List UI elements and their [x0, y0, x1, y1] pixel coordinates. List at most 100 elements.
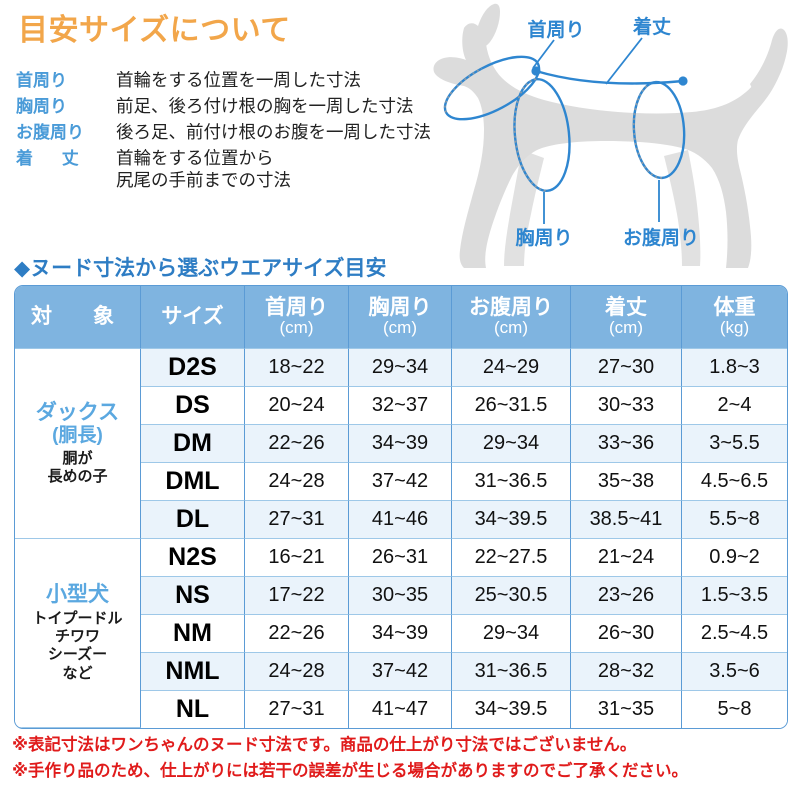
dog-illustration: 首周り 着丈 胸周り お腹周り: [433, 3, 788, 268]
cell-belly: 25~30.5: [452, 577, 571, 615]
legend-desc-belly: 後ろ足、前付け根のお腹を一周した寸法: [116, 121, 431, 142]
table-row: NS 17~22 30~35 25~30.5 23~26 1.5~3.5: [15, 577, 787, 615]
cell-neck: 17~22: [245, 577, 349, 615]
cell-weight: 1.5~3.5: [682, 577, 787, 615]
cell-weight: 3.5~6: [682, 653, 787, 691]
legend-desc-neck: 首輪をする位置を一周した寸法: [116, 70, 361, 90]
table-row: DML 24~28 37~42 31~36.5 35~38 4.5~6.5: [15, 463, 787, 501]
legend-desc-chest: 前足、後ろ付け根の胸を一周した寸法: [116, 95, 414, 116]
legend-term-length: 着 丈: [16, 148, 91, 168]
cell-size: DML: [141, 463, 245, 501]
legend-term-chest: 胸周り: [16, 96, 67, 116]
table-row: NML 24~28 37~42 31~36.5 28~32 3.5~6: [15, 653, 787, 691]
cell-belly: 34~39.5: [452, 691, 571, 728]
cell-length: 31~35: [571, 691, 682, 728]
cell-length: 27~30: [571, 349, 682, 387]
cell-size: NM: [141, 615, 245, 653]
cell-weight: 5.5~8: [682, 501, 787, 539]
cell-weight: 2~4: [682, 387, 787, 425]
cell-chest: 41~47: [349, 691, 452, 728]
cell-neck: 20~24: [245, 387, 349, 425]
group-note-small-dog-line2: チワワ: [54, 628, 100, 646]
legend-desc-length-line2: 尻尾の手前までの寸法: [116, 169, 291, 190]
legend-desc-length: 首輪をする位置から 尻尾の手前までの寸法: [116, 148, 456, 192]
length-leader-line: [605, 37, 643, 85]
legend-item-belly: お腹周り 後ろ足、前付け根のお腹を一周した寸法: [16, 122, 456, 144]
legend-item-length: 着 丈 首輪をする位置から 尻尾の手前までの寸法: [16, 148, 456, 192]
cell-neck: 24~28: [245, 463, 349, 501]
group-note-dachshund-line1: 胴が: [62, 449, 93, 467]
cell-length: 35~38: [571, 463, 682, 501]
group-note-small-dog-line4: など: [62, 664, 93, 682]
cell-belly: 29~34: [452, 615, 571, 653]
legend-term-neck: 首周り: [16, 71, 67, 90]
cell-size: DL: [141, 501, 245, 539]
size-table-head: 対 象 サイズ 首周り (cm) 胸周り (cm) お腹周り (cm): [15, 286, 787, 349]
cell-neck: 16~21: [245, 539, 349, 577]
table-row: DS 20~24 32~37 26~31.5 30~33 2~4: [15, 387, 787, 425]
cell-chest: 37~42: [349, 463, 452, 501]
cell-length: 23~26: [571, 577, 682, 615]
table-row: NL 27~31 41~47 34~39.5 31~35 5~8: [15, 691, 787, 728]
group-name-small-dog: 小型犬: [46, 583, 109, 607]
cell-size: N2S: [141, 539, 245, 577]
header-length-label: 着丈: [605, 296, 647, 320]
cell-belly: 34~39.5: [452, 501, 571, 539]
header-neck-label: 首周り: [265, 296, 328, 320]
cell-chest: 37~42: [349, 653, 452, 691]
cell-weight: 3~5.5: [682, 425, 787, 463]
cell-belly: 29~34: [452, 425, 571, 463]
cell-length: 33~36: [571, 425, 682, 463]
cell-belly: 31~36.5: [452, 463, 571, 501]
header-belly: お腹周り (cm): [452, 286, 571, 349]
cell-size: DS: [141, 387, 245, 425]
size-table-wrapper: 対 象 サイズ 首周り (cm) 胸周り (cm) お腹周り (cm): [14, 285, 788, 729]
header-neck-unit: (cm): [279, 318, 314, 338]
cell-chest: 30~35: [349, 577, 452, 615]
chest-measure-ellipse: [513, 78, 571, 192]
cell-length: 38.5~41: [571, 501, 682, 539]
cell-chest: 29~34: [349, 349, 452, 387]
size-table-body: ダックス (胴長) 胴が 長めの子 D2S 18~22 29~34 24~29 …: [15, 349, 787, 728]
belly-measure-ellipse: [632, 80, 686, 180]
dog-silhouette-shape: [433, 3, 788, 268]
header-size: サイズ: [141, 286, 245, 349]
cell-neck: 27~31: [245, 501, 349, 539]
cell-belly: 26~31.5: [452, 387, 571, 425]
header-chest-label: 胸周り: [368, 296, 432, 320]
group-note-small-dog-line1: トイプードル: [32, 609, 123, 627]
cell-weight: 5~8: [682, 691, 787, 728]
cell-weight: 0.9~2: [682, 539, 787, 577]
cell-belly: 31~36.5: [452, 653, 571, 691]
cell-neck: 27~31: [245, 691, 349, 728]
page-title: 目安サイズについて: [18, 14, 291, 47]
header-neck: 首周り (cm): [245, 286, 349, 349]
cell-belly: 24~29: [452, 349, 571, 387]
group-note-small-dog: トイプードル チワワ シーズー など: [15, 610, 140, 683]
cell-length: 26~30: [571, 615, 682, 653]
cell-size: DM: [141, 425, 245, 463]
cell-weight: 1.8~3: [682, 349, 787, 387]
length-measure-line: [531, 66, 688, 86]
cell-size: NS: [141, 577, 245, 615]
diagram-label-chest: 胸周り: [515, 226, 572, 249]
group-note-dachshund: 胴が 長めの子: [15, 450, 140, 487]
footer-notes: ※表記寸法はワンちゃんのヌード寸法です。商品の仕上がり寸法ではございません。 ※…: [12, 733, 798, 784]
header-weight: 体重 (kg): [682, 286, 787, 349]
legend-item-neck: 首周り 首輪をする位置を一周した寸法: [16, 70, 456, 92]
table-header-row: 対 象 サイズ 首周り (cm) 胸周り (cm) お腹周り (cm): [15, 286, 787, 349]
group-cell-small-dog: 小型犬 トイプードル チワワ シーズー など: [15, 539, 141, 728]
size-table: 対 象 サイズ 首周り (cm) 胸周り (cm) お腹周り (cm): [14, 285, 788, 729]
header-belly-label: お腹周り: [469, 296, 553, 320]
legend-term-belly: お腹周り: [16, 122, 84, 142]
cell-chest: 34~39: [349, 425, 452, 463]
cell-weight: 4.5~6.5: [682, 463, 787, 501]
cell-neck: 24~28: [245, 653, 349, 691]
cell-chest: 32~37: [349, 387, 452, 425]
title-block: 目安サイズについて: [18, 14, 438, 47]
header-belly-unit: (cm): [494, 318, 528, 338]
header-length: 着丈 (cm): [571, 286, 682, 349]
group-sub-dachshund: (胴長): [52, 425, 103, 447]
header-weight-unit: (kg): [719, 318, 750, 338]
